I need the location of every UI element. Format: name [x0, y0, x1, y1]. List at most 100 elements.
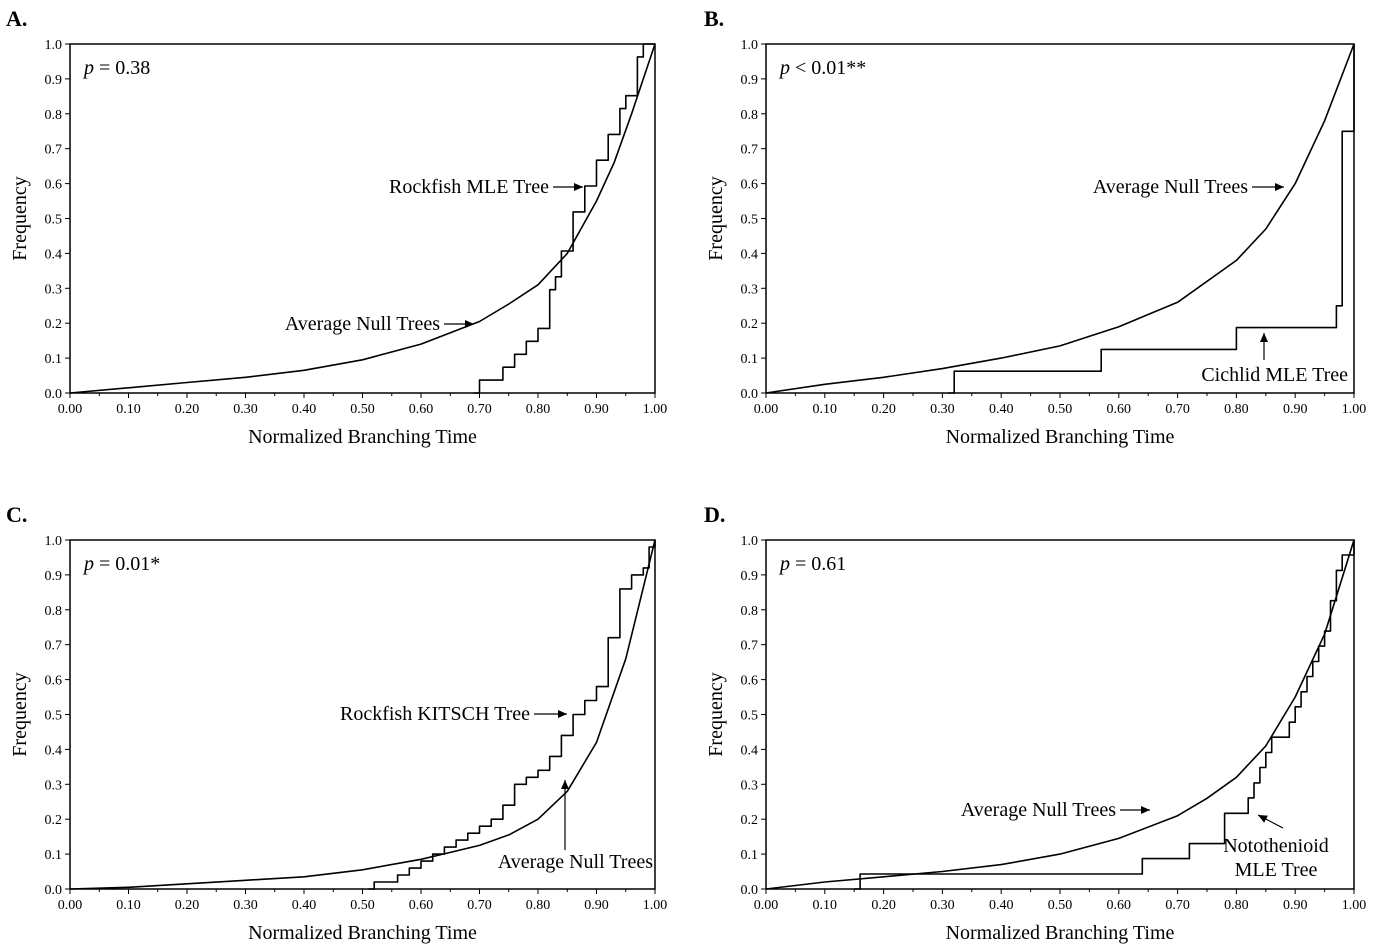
series-average-null-treesline	[765, 43, 1355, 394]
annotation: Average Null Trees	[498, 780, 653, 873]
y-tick-label: 1.0	[45, 38, 63, 53]
panel-letter: D.	[704, 502, 725, 527]
x-axis-label: Normalized Branching Time	[248, 922, 477, 944]
y-tick-label: 0.0	[45, 883, 63, 898]
p-value-label: p = 0.01*	[82, 553, 160, 575]
y-tick-label: 0.2	[741, 317, 759, 332]
y-tick-label: 0.3	[741, 778, 759, 793]
x-tick-label: 1.00	[1342, 402, 1367, 417]
arrow-head-icon	[1141, 806, 1150, 814]
x-tick-label: 0.20	[871, 898, 896, 913]
annotation: Average Null Trees	[285, 313, 474, 335]
y-tick-label: 0.2	[45, 813, 63, 828]
panel-d: D. 0.00 0.10 0.20 0.30 0.40 0.50 0.60 0.70 0.80 0.…	[704, 502, 1366, 944]
annotation: Average Null Trees	[1093, 176, 1284, 198]
x-tick-label: 0.20	[175, 898, 200, 913]
x-tick-label: 0.70	[467, 402, 492, 417]
panel-b: B. 0.00 0.10 0.20 0.30 0.40 0.50 0.60 0.70 0.80 0.…	[704, 6, 1366, 448]
x-tick-label: 0.50	[350, 898, 375, 913]
annotation-label: Average Null Trees	[285, 313, 440, 335]
x-tick-label: 0.80	[526, 402, 551, 417]
y-axis-label: Frequency	[705, 176, 727, 260]
arrow-head-icon	[465, 320, 474, 328]
y-tick-label: 0.4	[741, 743, 759, 758]
annotation: Cichlid MLE Tree	[1201, 333, 1348, 386]
x-tick-label: 0.10	[116, 898, 141, 913]
panel-c: C. 0.00 0.10 0.20 0.30 0.40 0.50 0.60 0.70 0.80 0.…	[6, 502, 667, 944]
x-axis-label: Normalized Branching Time	[946, 922, 1175, 944]
x-tick-label: 0.10	[813, 898, 838, 913]
y-tick-label: 0.8	[45, 604, 63, 619]
x-tick-label: 0.40	[989, 402, 1014, 417]
x-tick-label: 0.00	[754, 898, 779, 913]
y-tick-label: 0.8	[45, 108, 63, 123]
x-tick-label: 0.60	[1107, 898, 1132, 913]
x-tick-label: 0.30	[930, 402, 955, 417]
y-tick-label: 0.1	[741, 352, 759, 367]
y-tick-label: 0.4	[45, 743, 63, 758]
p-value-label: p < 0.01**	[778, 57, 866, 79]
arrow-head-icon	[1258, 815, 1268, 823]
y-tick-label: 0.5	[45, 213, 63, 228]
arrow-head-icon	[1275, 183, 1284, 191]
p-value-label: p = 0.61	[778, 553, 846, 575]
x-tick-label: 0.40	[989, 898, 1014, 913]
annotation-label: Rockfish MLE Tree	[389, 176, 549, 198]
y-tick-label: 0.8	[741, 604, 759, 619]
series-average-null-treesline	[69, 539, 656, 890]
y-tick-label: 0.1	[741, 848, 759, 863]
y-tick-label: 0.9	[741, 73, 759, 88]
x-tick-label: 0.50	[350, 402, 375, 417]
annotation: Rockfish MLE Tree	[389, 176, 583, 198]
p-symbol: p	[82, 57, 94, 79]
panel-a: A. 0.00 0.10 0.20 0.30 0.40 0.50 0.60 0.70 0.80 0.…	[6, 6, 667, 448]
annotation: Rockfish KITSCH Tree	[340, 703, 567, 725]
y-tick-label: 0.5	[741, 213, 759, 228]
annotation-label: Average Null Trees	[498, 851, 653, 873]
series-rockfish-kitsch-treeline	[368, 540, 656, 890]
y-tick-label: 0.7	[45, 639, 63, 654]
arrow-head-icon	[561, 780, 569, 789]
panel-letter: A.	[6, 6, 27, 31]
y-axis-label: Frequency	[705, 672, 727, 756]
x-tick-label: 0.10	[116, 402, 141, 417]
y-tick-label: 0.0	[741, 883, 759, 898]
x-axis-label: Normalized Branching Time	[946, 426, 1175, 448]
p-value: = 0.38	[94, 57, 150, 79]
panel-letter: B.	[704, 6, 724, 31]
x-tick-label: 0.20	[871, 402, 896, 417]
x-tick-label: 0.70	[467, 898, 492, 913]
x-tick-label: 0.90	[1283, 898, 1308, 913]
x-tick-label: 0.60	[409, 898, 434, 913]
y-tick-label: 0.3	[45, 778, 63, 793]
x-tick-label: 0.80	[1224, 898, 1249, 913]
y-tick-label: 0.7	[741, 143, 759, 158]
series-notothenioid-mle-treeline	[854, 540, 1355, 890]
x-tick-label: 0.90	[1283, 402, 1308, 417]
y-tick-label: 0.8	[741, 108, 759, 123]
p-value: = 0.61	[790, 553, 846, 575]
y-tick-label: 0.6	[45, 674, 63, 689]
x-tick-label: 0.80	[526, 898, 551, 913]
y-tick-label: 0.2	[741, 813, 759, 828]
y-tick-label: 0.6	[45, 178, 63, 193]
x-tick-label: 0.10	[813, 402, 838, 417]
p-symbol: p	[778, 57, 790, 79]
x-tick-label: 0.50	[1048, 898, 1073, 913]
x-tick-label: 0.00	[58, 402, 83, 417]
x-tick-label: 0.90	[584, 402, 609, 417]
arrow-head-icon	[574, 183, 583, 191]
x-tick-label: 0.40	[292, 402, 317, 417]
y-tick-label: 0.0	[741, 387, 759, 402]
x-tick-label: 0.30	[233, 402, 258, 417]
y-tick-label: 0.9	[741, 569, 759, 584]
annotation-label-line: MLE Tree	[1235, 859, 1318, 881]
x-tick-label: 1.00	[643, 402, 668, 417]
y-tick-label: 0.6	[741, 178, 759, 193]
y-tick-label: 0.7	[741, 639, 759, 654]
x-tick-label: 0.30	[233, 898, 258, 913]
x-tick-label: 0.20	[175, 402, 200, 417]
y-tick-label: 0.5	[45, 709, 63, 724]
